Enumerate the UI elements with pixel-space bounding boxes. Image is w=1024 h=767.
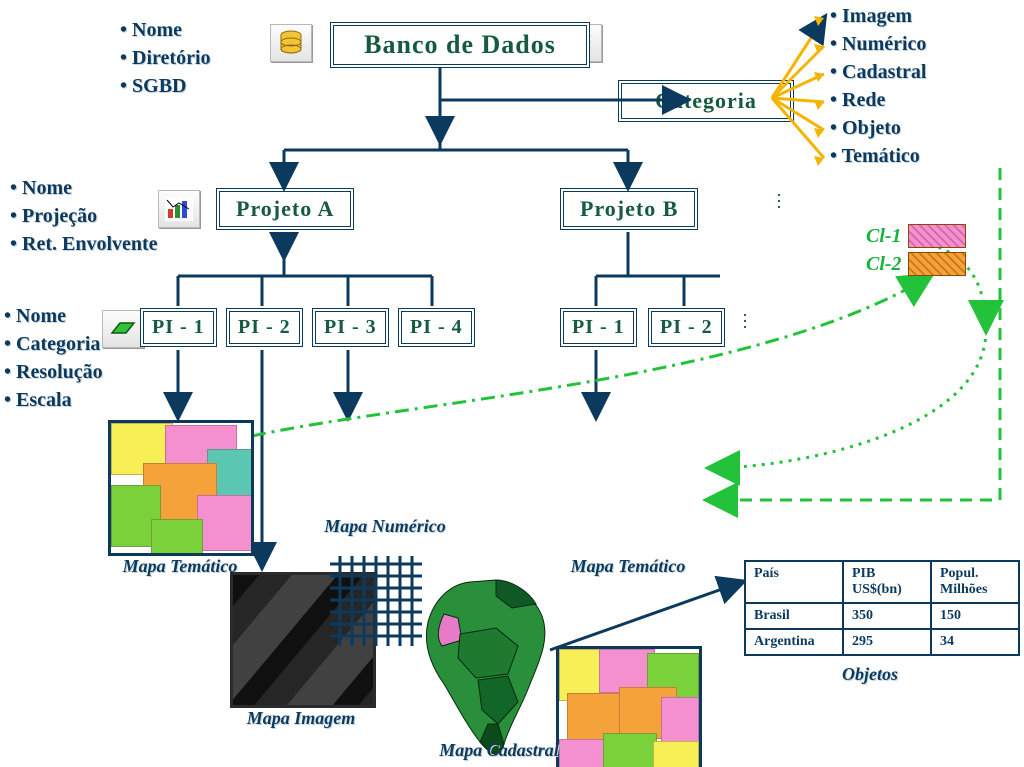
table-row: Brasil 350 150 [745, 603, 1019, 629]
caption-cadastral: Mapa Cadastral [414, 740, 584, 761]
bullet: SGBD [120, 72, 211, 100]
bullet: Numérico [830, 30, 926, 58]
thematic-map-1 [108, 420, 254, 556]
node-pi-a2: PI - 2 [226, 308, 303, 347]
cadastral-map-icon [400, 574, 600, 764]
legend-row-cl1: Cl-1 [866, 224, 966, 248]
table-cell: 295 [843, 629, 931, 655]
table-cell: Argentina [745, 629, 843, 655]
objects-table: País PIB US$(bn) Popul. Milhões Brasil 3… [744, 560, 1020, 656]
legend-label: Cl-2 [866, 253, 902, 276]
chart-icon [158, 190, 200, 228]
layer-plane-icon [102, 310, 144, 348]
bullet: Escala [4, 386, 103, 414]
table-cell: 34 [931, 629, 1019, 655]
db-attributes-list: Nome Diretório SGBD [120, 16, 211, 100]
node-pi-a3: PI - 3 [312, 308, 389, 347]
table-header: Popul. Milhões [931, 561, 1019, 603]
table-header-text: PIB US$(bn) [852, 566, 902, 597]
bullet: Cadastral [830, 58, 926, 86]
bullet: Nome [120, 16, 211, 44]
legend-row-cl2: Cl-2 [866, 252, 966, 276]
node-categoria: Categoria [618, 80, 794, 122]
bullet: Ret. Envolvente [10, 230, 158, 258]
table-cell: 350 [843, 603, 931, 629]
node-pi-b2: PI - 2 [648, 308, 725, 347]
bullet: Resolução [4, 358, 103, 386]
bullet: Objeto [830, 114, 926, 142]
project-attributes-list: Nome Projeção Ret. Envolvente [10, 174, 158, 258]
table-cell: Brasil [745, 603, 843, 629]
node-label: PI - 3 [324, 316, 377, 338]
bullet: Diretório [120, 44, 211, 72]
legend-swatch-cl1 [908, 224, 966, 248]
node-label: Categoria [655, 88, 757, 113]
bullet: Projeção [10, 202, 158, 230]
node-label: PI - 2 [238, 316, 291, 338]
db-icon [270, 24, 312, 62]
node-label: Projeto A [236, 196, 334, 221]
legend-swatch-cl2 [908, 252, 966, 276]
bullet: Nome [4, 302, 103, 330]
bullet: Categoria [4, 330, 103, 358]
node-label: PI - 1 [572, 316, 625, 338]
node-pi-b1: PI - 1 [560, 308, 637, 347]
ellipsis-icon: ··· [776, 192, 782, 210]
categoria-types-list: Imagem Numérico Cadastral Rede Objeto Te… [830, 2, 926, 170]
table-header-text: Popul. Milhões [940, 566, 987, 597]
node-banco-de-dados: Banco de Dados [330, 22, 590, 68]
node-label: PI - 1 [152, 316, 205, 338]
node-label: Projeto B [580, 196, 678, 221]
ellipsis-icon: ··· [742, 312, 748, 330]
caption-imagem: Mapa Imagem [226, 708, 376, 729]
caption-numerico: Mapa Numérico [300, 516, 470, 537]
bullet: Temático [830, 142, 926, 170]
table-header: País [745, 561, 843, 603]
node-label: PI - 2 [660, 316, 713, 338]
node-projeto-a: Projeto A [216, 188, 354, 230]
table-row: Argentina 295 34 [745, 629, 1019, 655]
node-label: Banco de Dados [364, 30, 556, 59]
node-label: PI - 4 [410, 316, 463, 338]
caption-objetos: Objetos [800, 664, 940, 685]
bullet: Nome [10, 174, 158, 202]
legend: Cl-1 Cl-2 [866, 224, 966, 276]
legend-label: Cl-1 [866, 225, 902, 248]
node-pi-a4: PI - 4 [398, 308, 475, 347]
table-header-row: País PIB US$(bn) Popul. Milhões [745, 561, 1019, 603]
node-pi-a1: PI - 1 [140, 308, 217, 347]
node-projeto-b: Projeto B [560, 188, 698, 230]
bullet: Rede [830, 86, 926, 114]
table-header: PIB US$(bn) [843, 561, 931, 603]
table-cell: 150 [931, 603, 1019, 629]
pi-attributes-list: Nome Categoria Resolução Escala [4, 302, 103, 414]
bullet: Imagem [830, 2, 926, 30]
